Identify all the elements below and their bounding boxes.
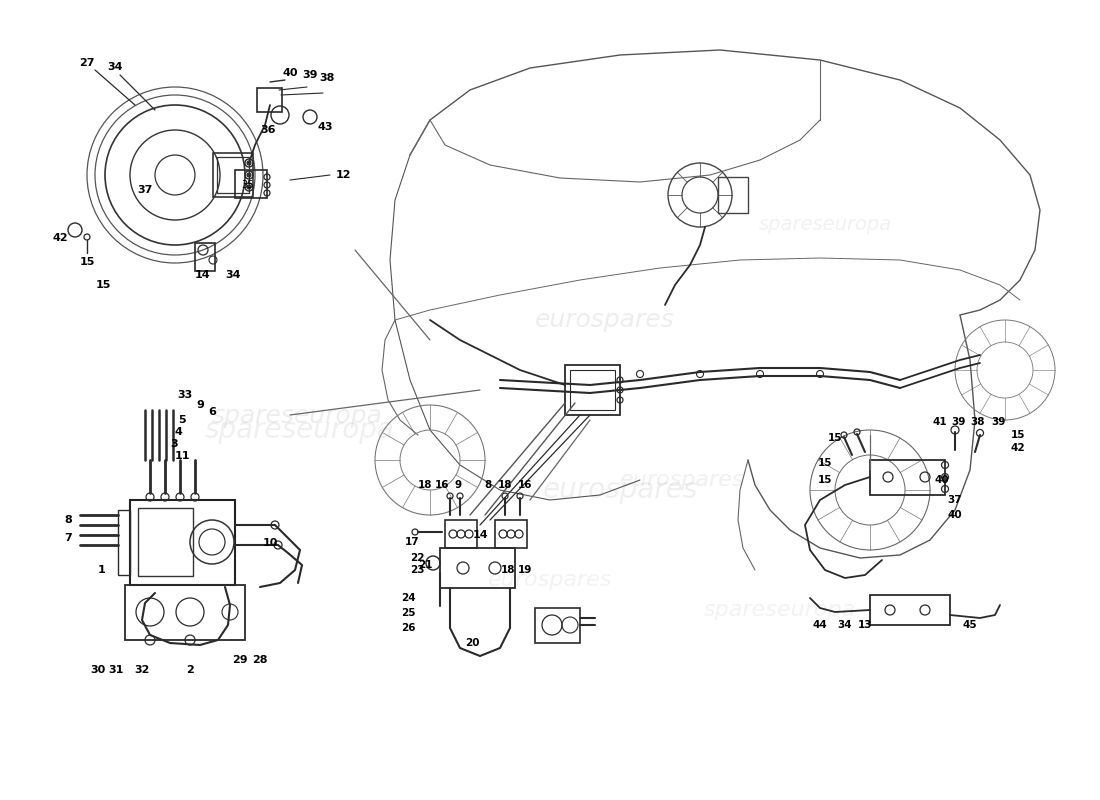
Text: 40: 40	[948, 510, 962, 520]
Text: 14: 14	[472, 530, 487, 540]
Text: 34: 34	[108, 62, 123, 72]
Text: 42: 42	[52, 233, 68, 243]
Text: 18: 18	[418, 480, 432, 490]
Text: 9: 9	[196, 400, 204, 410]
Bar	[130, 500, 235, 585]
Text: 2: 2	[186, 665, 194, 675]
Bar	[213, 153, 253, 197]
Bar	[235, 170, 267, 198]
Text: 43: 43	[317, 122, 332, 132]
Text: 13: 13	[858, 620, 872, 630]
Text: 16: 16	[518, 480, 532, 490]
Text: 32: 32	[134, 665, 150, 675]
Text: 27: 27	[79, 58, 95, 68]
Text: 33: 33	[177, 390, 192, 400]
Text: 14: 14	[195, 270, 211, 280]
Text: spareseuropa: spareseuropa	[704, 600, 856, 620]
Text: 37: 37	[948, 495, 962, 505]
Bar	[195, 243, 214, 271]
Text: 23: 23	[409, 565, 425, 575]
Text: 8: 8	[484, 480, 492, 490]
Circle shape	[248, 185, 251, 189]
Text: 39: 39	[950, 417, 965, 427]
Text: 3: 3	[170, 439, 178, 449]
Text: 38: 38	[319, 73, 334, 83]
Bar	[257, 88, 282, 112]
Text: 38: 38	[970, 417, 986, 427]
Text: 6: 6	[208, 407, 216, 417]
Text: 39: 39	[302, 70, 318, 80]
Bar	[446, 520, 477, 548]
Text: 11: 11	[174, 451, 189, 461]
Text: 24: 24	[400, 593, 416, 603]
Text: 40: 40	[283, 68, 298, 78]
Text: spareseuropa: spareseuropa	[205, 416, 395, 444]
Text: spareseuropa: spareseuropa	[758, 214, 892, 234]
Text: 36: 36	[261, 125, 276, 135]
Text: 20: 20	[464, 638, 480, 648]
Text: 17: 17	[405, 537, 419, 547]
Text: 7: 7	[64, 533, 72, 543]
Bar	[870, 595, 950, 625]
Text: eurospares: eurospares	[536, 308, 674, 332]
Text: eurospares: eurospares	[542, 476, 697, 504]
Text: 22: 22	[409, 553, 425, 563]
Text: 40: 40	[935, 475, 949, 485]
Text: eurospares: eurospares	[487, 570, 613, 590]
Bar	[718, 177, 748, 213]
Text: 37: 37	[138, 185, 153, 195]
Text: 29: 29	[232, 655, 248, 665]
Text: 34: 34	[226, 270, 241, 280]
Text: 15: 15	[817, 458, 833, 468]
Text: 18: 18	[500, 565, 515, 575]
Text: 12: 12	[336, 170, 351, 180]
Text: 39: 39	[991, 417, 1005, 427]
Text: 25: 25	[400, 608, 416, 618]
Text: 16: 16	[434, 480, 449, 490]
Text: 28: 28	[252, 655, 267, 665]
Text: 21: 21	[418, 560, 432, 570]
Text: eurospares: eurospares	[619, 470, 745, 490]
Bar	[570, 370, 615, 410]
Bar	[535, 608, 580, 643]
Text: 15: 15	[96, 280, 111, 290]
Text: 34: 34	[838, 620, 853, 630]
Circle shape	[248, 161, 251, 165]
Bar	[138, 508, 192, 576]
Text: 26: 26	[400, 623, 416, 633]
Text: 15: 15	[1011, 430, 1025, 440]
Text: 31: 31	[108, 665, 123, 675]
Bar	[565, 365, 620, 415]
Text: 10: 10	[262, 538, 277, 548]
Text: 5: 5	[178, 415, 186, 425]
Text: 42: 42	[1011, 443, 1025, 453]
Bar	[125, 585, 245, 640]
Text: 1: 1	[98, 565, 106, 575]
Text: 4: 4	[174, 427, 182, 437]
Text: 30: 30	[90, 665, 106, 675]
Text: 15: 15	[79, 257, 95, 267]
Text: 44: 44	[813, 620, 827, 630]
Bar	[870, 460, 945, 495]
Text: 45: 45	[962, 620, 977, 630]
Bar	[440, 548, 515, 588]
Text: 8: 8	[64, 515, 72, 525]
Bar	[118, 510, 130, 575]
Bar	[217, 157, 249, 193]
Bar	[495, 520, 527, 548]
Text: spareseuropa: spareseuropa	[211, 404, 383, 428]
Text: 15: 15	[817, 475, 833, 485]
Circle shape	[248, 173, 251, 177]
Text: 41: 41	[933, 417, 947, 427]
Text: 19: 19	[518, 565, 532, 575]
Text: 18: 18	[497, 480, 513, 490]
Text: 15: 15	[827, 433, 843, 443]
Text: 35: 35	[241, 180, 253, 190]
Text: 9: 9	[454, 480, 462, 490]
